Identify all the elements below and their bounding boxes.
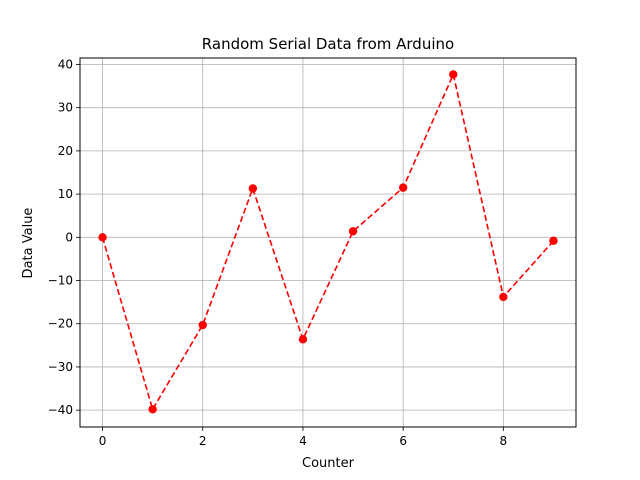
data-point bbox=[499, 292, 508, 302]
y-tick-label: 0 bbox=[65, 230, 73, 244]
data-point bbox=[198, 320, 207, 330]
x-tick-label: 4 bbox=[299, 434, 307, 448]
plot-area-frame bbox=[79, 57, 577, 428]
data-point bbox=[248, 184, 258, 193]
x-axis-label: Counter bbox=[302, 456, 355, 471]
series bbox=[98, 70, 558, 414]
data-point bbox=[449, 70, 458, 79]
y-tick-label: 20 bbox=[58, 144, 73, 158]
y-tick-label: 10 bbox=[58, 187, 73, 201]
series-line bbox=[101, 71, 555, 412]
y-tick-label: 40 bbox=[58, 57, 73, 71]
data-point bbox=[549, 236, 558, 245]
chart-title: Random Serial Data from Arduino bbox=[202, 35, 454, 53]
y-tick-label: −10 bbox=[48, 274, 73, 288]
y-axis-label: Data Value bbox=[21, 208, 36, 279]
x-tick-label: 0 bbox=[99, 434, 107, 448]
y-tick-label: −30 bbox=[48, 360, 73, 374]
y-tick-label: −20 bbox=[48, 317, 73, 331]
data-point bbox=[348, 227, 358, 236]
data-point bbox=[398, 183, 408, 192]
x-tick-label: 8 bbox=[500, 434, 508, 448]
x-tick-label: 6 bbox=[399, 434, 407, 448]
axis-ticks: 0 2 4 6 8 −40 −30 −20 −10 0 10 20 30 40 bbox=[48, 57, 508, 448]
y-tick-label: −40 bbox=[48, 403, 73, 417]
y-tick-label: 30 bbox=[58, 101, 73, 115]
data-point bbox=[298, 335, 308, 344]
data-point bbox=[148, 405, 157, 414]
data-point bbox=[98, 233, 107, 242]
x-tick-label: 2 bbox=[199, 434, 207, 448]
grid bbox=[80, 58, 576, 427]
